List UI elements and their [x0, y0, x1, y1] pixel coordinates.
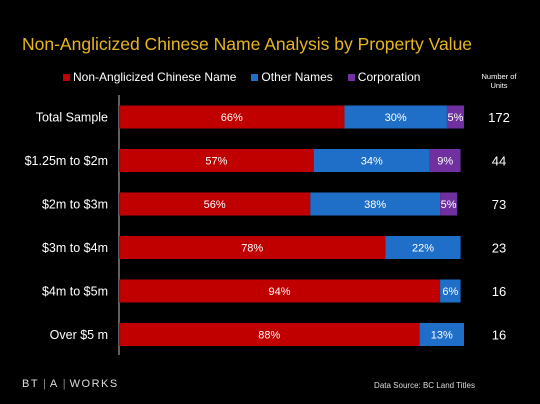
legend-item: Non-Anglicized Chinese Name [63, 70, 236, 84]
bar-segment [119, 149, 314, 172]
bar-segment [440, 279, 461, 303]
legend-swatch [251, 73, 259, 81]
logo-separator-2: | [62, 378, 66, 390]
logo-works: WORKS [69, 378, 119, 390]
units-count: 23 [492, 241, 506, 256]
bar-segment [119, 105, 345, 129]
units-count: 16 [492, 328, 506, 343]
data-label: 94% [269, 286, 291, 298]
data-label: 88% [258, 330, 280, 342]
legend-label: Corporation [357, 70, 421, 84]
data-label: 34% [361, 156, 383, 168]
data-label: 6% [442, 286, 458, 298]
units-count: 73 [492, 197, 506, 212]
data-label: 57% [205, 156, 227, 168]
category-label: $2m to $3m [42, 198, 108, 212]
data-label: 5% [441, 199, 457, 211]
units-column-header: Number of Units [481, 72, 517, 90]
category-label: $4m to $5m [42, 285, 108, 299]
category-label: Over $5 m [50, 328, 108, 342]
data-source-note: Data Source: BC Land Titles [374, 381, 475, 390]
bar-segment [344, 105, 447, 129]
data-label: 78% [241, 243, 263, 255]
units-count: 44 [492, 154, 506, 169]
data-label: 38% [364, 199, 386, 211]
legend-label: Other Names [261, 70, 333, 84]
bar-segment [385, 236, 461, 259]
bar-segment [313, 149, 430, 172]
bar-segment [119, 279, 441, 303]
logo-bt: BT [22, 378, 40, 390]
data-label: 66% [221, 112, 243, 124]
units-count: 16 [492, 284, 506, 299]
bar-segment [119, 192, 311, 216]
legend-item: Corporation [347, 70, 421, 84]
legend-item: Other Names [251, 70, 333, 84]
units-count: 172 [488, 110, 510, 125]
data-label: 13% [431, 330, 453, 342]
data-label: 56% [204, 199, 226, 211]
data-label: 5% [448, 112, 464, 124]
chart-title: Non-Anglicized Chinese Name Analysis by … [22, 34, 473, 54]
legend-swatch [63, 73, 70, 81]
data-label: 30% [385, 112, 407, 124]
category-label: Total Sample [36, 111, 108, 125]
legend-label: Non-Anglicized Chinese Name [73, 70, 237, 84]
bar-segment [440, 192, 458, 216]
data-label: 22% [412, 243, 434, 255]
category-label: $3m to $4m [42, 241, 108, 255]
bar-segment [446, 105, 464, 129]
bar-segment [119, 236, 386, 259]
legend-swatch [347, 73, 355, 81]
bar-segment [119, 323, 420, 346]
logo-a: A [49, 378, 59, 390]
logo-separator: | [43, 378, 46, 390]
bta-works-logo: BT | A | WORKS [22, 378, 119, 390]
bar-segment [429, 149, 461, 172]
bar-segment [310, 192, 441, 216]
data-label: 9% [437, 156, 453, 168]
bar-segment [419, 323, 464, 346]
chart-legend: Non-Anglicized Chinese Name Other Names Co… [63, 70, 435, 84]
category-label: $1.25m to $2m [25, 154, 108, 168]
